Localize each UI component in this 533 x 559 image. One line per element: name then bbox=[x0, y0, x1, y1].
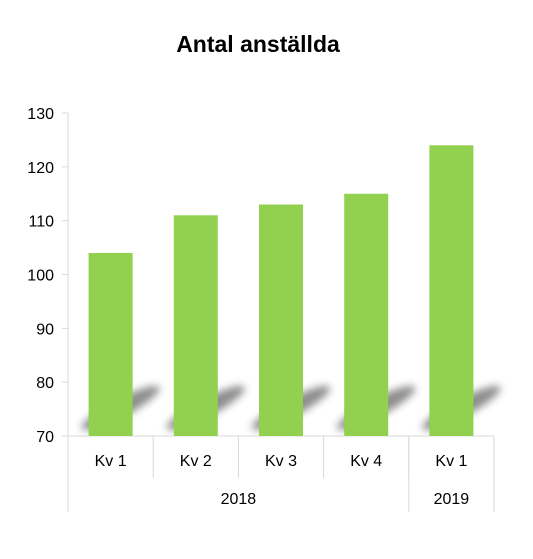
group-label: 2019 bbox=[434, 491, 470, 508]
y-tick-label: 110 bbox=[28, 214, 54, 231]
y-tick-label: 90 bbox=[36, 321, 54, 338]
bar bbox=[259, 204, 303, 436]
x-tick-label: Kv 2 bbox=[180, 453, 212, 470]
y-tick-label: 130 bbox=[27, 106, 54, 123]
x-tick-label: Kv 4 bbox=[350, 453, 382, 470]
y-tick-label: 80 bbox=[36, 375, 54, 392]
bar bbox=[88, 252, 133, 436]
x-tick-label: Kv 1 bbox=[435, 453, 467, 470]
x-tick-label: Kv 3 bbox=[265, 453, 297, 470]
y-tick-label: 70 bbox=[36, 429, 54, 446]
y-tick-label: 100 bbox=[27, 268, 54, 285]
bars bbox=[88, 145, 474, 437]
bar bbox=[173, 215, 218, 436]
bar bbox=[344, 193, 389, 436]
group-label: 2018 bbox=[221, 491, 257, 508]
x-tick-label: Kv 1 bbox=[95, 453, 127, 470]
labels: 70 80 90 100 110 120 130 2018 2019 Kv 1 Kv 2 Kv 3 Kv… bbox=[27, 106, 469, 508]
bar bbox=[429, 145, 474, 437]
y-tick-label: 120 bbox=[27, 160, 54, 177]
chart-title: Antal anställda bbox=[176, 31, 340, 57]
